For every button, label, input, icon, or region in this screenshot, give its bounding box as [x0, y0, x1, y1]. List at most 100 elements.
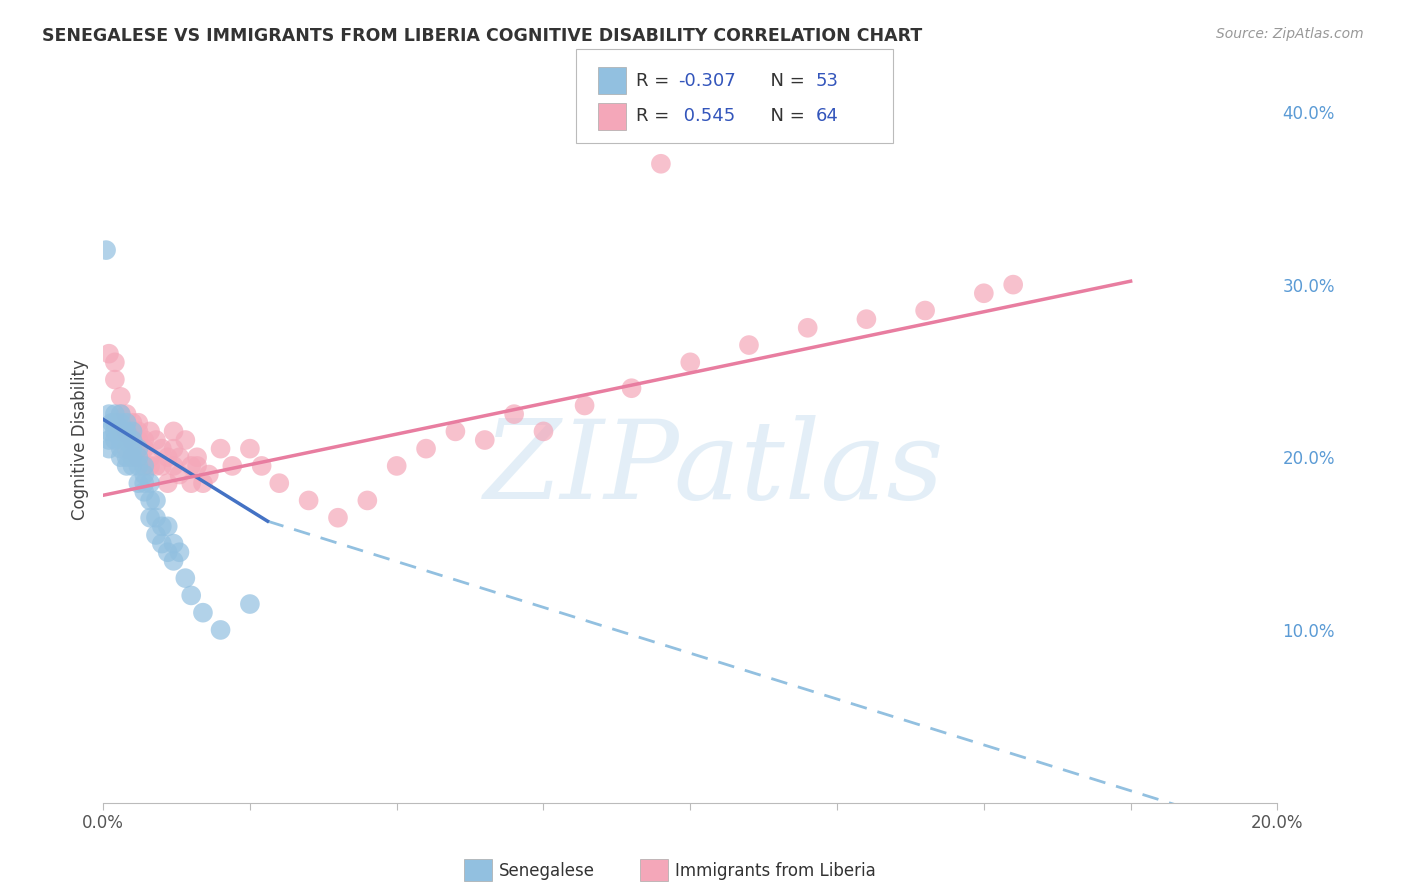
Point: [134, 467, 156, 482]
Point: [156, 519, 179, 533]
Point: [239, 442, 262, 456]
Point: [620, 381, 643, 395]
Point: [174, 571, 197, 585]
Point: [134, 476, 156, 491]
Point: [110, 425, 132, 439]
Point: [679, 355, 702, 369]
Point: [145, 528, 167, 542]
Point: [162, 442, 184, 456]
Point: [180, 458, 202, 473]
Point: [156, 476, 179, 491]
Point: [134, 458, 156, 473]
Point: [104, 433, 127, 447]
Point: [121, 433, 143, 447]
Text: Immigrants from Liberia: Immigrants from Liberia: [675, 862, 876, 880]
Point: [139, 458, 162, 473]
Point: [145, 493, 167, 508]
Point: [326, 510, 349, 524]
Point: [250, 458, 273, 473]
Point: [101, 416, 124, 430]
Text: N =: N =: [759, 107, 811, 126]
Point: [115, 450, 138, 465]
Point: [98, 407, 121, 421]
Point: [914, 303, 936, 318]
Point: [104, 373, 127, 387]
Point: [115, 425, 138, 439]
Point: [127, 450, 149, 465]
Text: R =: R =: [636, 107, 675, 126]
Point: [180, 476, 202, 491]
Point: [186, 458, 208, 473]
Point: [139, 476, 162, 491]
Point: [127, 450, 149, 465]
Point: [110, 450, 132, 465]
Point: [121, 442, 143, 456]
Point: [115, 433, 138, 447]
Point: [533, 425, 555, 439]
Text: 53: 53: [815, 72, 838, 90]
Point: [444, 425, 467, 439]
Point: [98, 433, 121, 447]
Point: [139, 450, 162, 465]
Point: [150, 442, 173, 456]
Point: [104, 425, 127, 439]
Point: [198, 467, 221, 482]
Point: [139, 493, 162, 508]
Point: [110, 390, 132, 404]
Text: 0.545: 0.545: [678, 107, 735, 126]
Text: SENEGALESE VS IMMIGRANTS FROM LIBERIA COGNITIVE DISABILITY CORRELATION CHART: SENEGALESE VS IMMIGRANTS FROM LIBERIA CO…: [42, 27, 922, 45]
Point: [169, 545, 191, 559]
Point: [855, 312, 877, 326]
Point: [104, 355, 127, 369]
Point: [574, 399, 596, 413]
Point: [110, 425, 132, 439]
Point: [650, 157, 672, 171]
Point: [94, 243, 117, 257]
Y-axis label: Cognitive Disability: Cognitive Disability: [72, 359, 89, 520]
Point: [134, 442, 156, 456]
Point: [186, 450, 208, 465]
Point: [180, 588, 202, 602]
Point: [115, 416, 138, 430]
Point: [110, 407, 132, 421]
Point: [191, 476, 214, 491]
Point: [269, 476, 291, 491]
Point: [385, 458, 408, 473]
Point: [156, 450, 179, 465]
Point: [98, 425, 121, 439]
Point: [115, 407, 138, 421]
Point: [139, 510, 162, 524]
Text: N =: N =: [759, 72, 811, 90]
Point: [162, 425, 184, 439]
Point: [1002, 277, 1025, 292]
Point: [104, 407, 127, 421]
Point: [139, 425, 162, 439]
Point: [150, 458, 173, 473]
Point: [127, 416, 149, 430]
Point: [973, 286, 995, 301]
Text: -0.307: -0.307: [678, 72, 735, 90]
Point: [145, 458, 167, 473]
Point: [174, 433, 197, 447]
Point: [150, 519, 173, 533]
Point: [110, 442, 132, 456]
Point: [209, 623, 232, 637]
Text: R =: R =: [636, 72, 675, 90]
Text: ZIPatlas: ZIPatlas: [484, 416, 943, 523]
Point: [145, 433, 167, 447]
Text: 64: 64: [815, 107, 838, 126]
Point: [169, 450, 191, 465]
Point: [150, 536, 173, 550]
Point: [134, 433, 156, 447]
Point: [356, 493, 378, 508]
Point: [191, 606, 214, 620]
Point: [209, 442, 232, 456]
Point: [121, 450, 143, 465]
Point: [221, 458, 243, 473]
Point: [127, 433, 149, 447]
Point: [104, 416, 127, 430]
Point: [503, 407, 526, 421]
Point: [98, 442, 121, 456]
Point: [121, 458, 143, 473]
Point: [110, 407, 132, 421]
